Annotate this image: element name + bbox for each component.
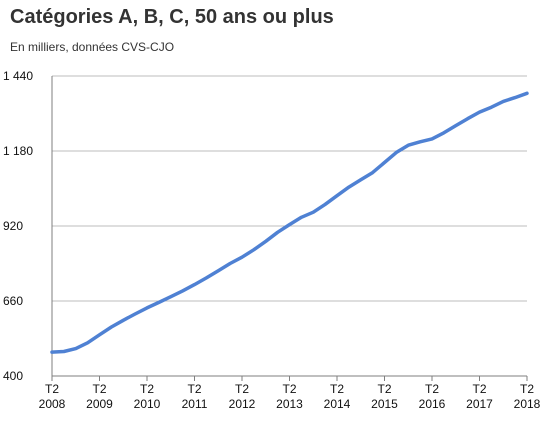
x-tick-quarter-label: T2 bbox=[235, 382, 249, 396]
x-tick-year-label: 2010 bbox=[134, 397, 161, 411]
x-tick-year-label: 2012 bbox=[229, 397, 256, 411]
x-tick-quarter-label: T2 bbox=[92, 382, 106, 396]
x-tick-year-label: 2009 bbox=[86, 397, 113, 411]
series-line bbox=[50, 91, 529, 354]
x-tick-year-label: 2013 bbox=[276, 397, 303, 411]
x-tick-year-label: 2018 bbox=[514, 397, 541, 411]
x-tick-quarter-label: T2 bbox=[472, 382, 486, 396]
x-tick-quarter-label: T2 bbox=[377, 382, 391, 396]
x-tick-year-label: 2008 bbox=[39, 397, 66, 411]
x-tick-year-label: 2015 bbox=[371, 397, 398, 411]
chart-subtitle: En milliers, données CVS-CJO bbox=[10, 40, 175, 54]
y-tick-label: 660 bbox=[3, 294, 23, 308]
x-tick-quarter-label: T2 bbox=[425, 382, 439, 396]
y-tick-label: 920 bbox=[3, 219, 23, 233]
x-tick-quarter-label: T2 bbox=[140, 382, 154, 396]
x-tick-year-label: 2011 bbox=[182, 397, 208, 411]
x-tick-quarter-label: T2 bbox=[520, 382, 534, 396]
x-tick-quarter-label: T2 bbox=[187, 382, 201, 396]
x-tick-year-label: 2016 bbox=[419, 397, 446, 411]
x-tick-quarter-label: T2 bbox=[330, 382, 344, 396]
x-tick-quarter-label: T2 bbox=[45, 382, 59, 396]
x-tick-year-label: 2017 bbox=[466, 397, 493, 411]
x-tick-year-label: 2014 bbox=[324, 397, 351, 411]
y-tick-label: 1 440 bbox=[3, 69, 33, 83]
x-tick-quarter-label: T2 bbox=[282, 382, 296, 396]
y-tick-label: 1 180 bbox=[3, 144, 33, 158]
y-tick-label: 400 bbox=[3, 369, 23, 383]
chart-title: Catégories A, B, C, 50 ans ou plus bbox=[10, 6, 334, 28]
